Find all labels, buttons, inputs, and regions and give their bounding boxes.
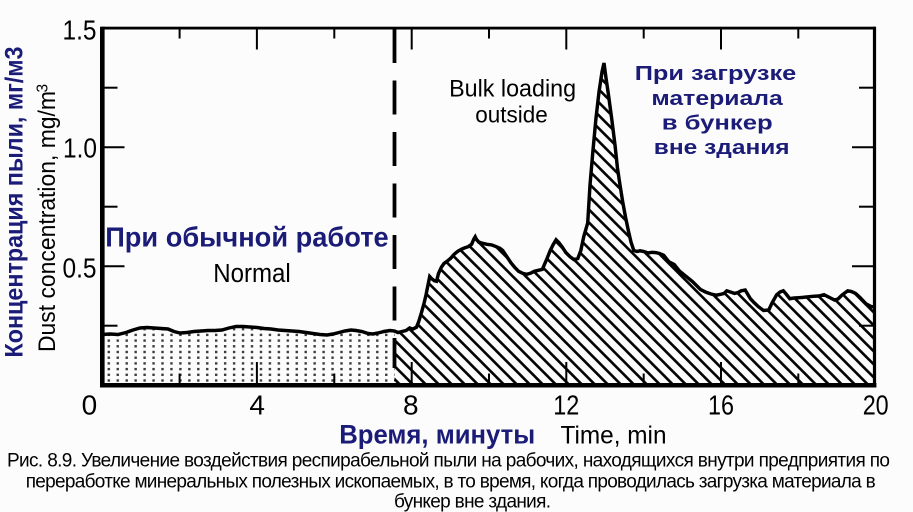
svg-text:Normal: Normal <box>213 260 291 288</box>
svg-text:0: 0 <box>82 389 98 420</box>
svg-text:При загрузке: При загрузке <box>635 62 797 85</box>
svg-text:1.0: 1.0 <box>63 133 97 164</box>
svg-text:материала: материала <box>651 87 783 109</box>
svg-text:12: 12 <box>553 389 579 420</box>
svg-text:Bulk loading: Bulk loading <box>449 75 576 102</box>
svg-text:вне здания: вне здания <box>654 136 790 158</box>
svg-text:Время, минуты: Время, минуты <box>339 420 535 450</box>
svg-text:0.5: 0.5 <box>63 253 97 284</box>
svg-text:3: 3 <box>35 84 52 93</box>
svg-text:1.5: 1.5 <box>63 15 97 46</box>
svg-text:outside: outside <box>475 102 548 128</box>
svg-text:Концентрация пыли, мг/м3: Концентрация пыли, мг/м3 <box>1 47 29 358</box>
svg-text:При обычной работе: При обычной работе <box>105 222 389 253</box>
svg-text:Time, min: Time, min <box>561 422 667 450</box>
svg-text:16: 16 <box>708 389 734 420</box>
svg-text:в бункер: в бункер <box>662 111 773 134</box>
svg-text:Рис. 8.9. Увеличение воздейств: Рис. 8.9. Увеличение воздействия респира… <box>7 451 890 472</box>
svg-text:4: 4 <box>249 389 265 420</box>
svg-text:20: 20 <box>863 389 889 420</box>
svg-text:бункер вне здания.: бункер вне здания. <box>394 492 551 512</box>
svg-text:8: 8 <box>403 389 419 420</box>
svg-text:переработке минеральных полезн: переработке минеральных полезных ископае… <box>26 472 876 493</box>
svg-text:Dust concentration, mg/m: Dust concentration, mg/m <box>34 91 61 352</box>
